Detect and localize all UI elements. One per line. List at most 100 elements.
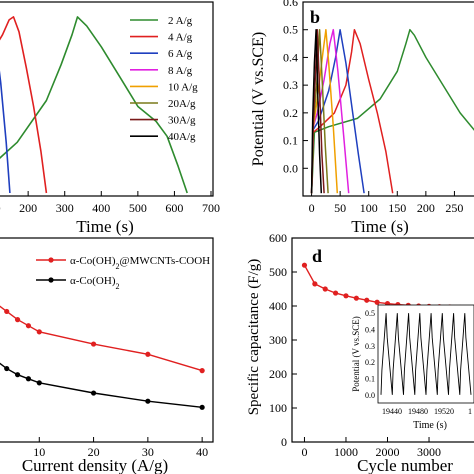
- inset-y-tick-label: 0.1: [365, 375, 375, 384]
- y-tick-label-d: 0: [281, 435, 287, 449]
- panel-d-y-label: Specific capacitance (F/g): [246, 259, 262, 416]
- y-tick-label-b: 0.3: [283, 78, 298, 92]
- series-line-d: [303, 264, 474, 309]
- point-c-0: [199, 368, 205, 374]
- panel-c: 10 20 30 40 α-Co(OH)2@MWCNTs-COOHα-Co(OH)2 …: [0, 237, 214, 474]
- point-d: [374, 299, 380, 305]
- panel-c-frame: [0, 237, 214, 443]
- y-tick-label-d: 300: [269, 333, 287, 347]
- legend-label-a: 8 A/g: [168, 65, 193, 77]
- panel-b-ticks: 0 50 100 150 200 250 0.0 0.1 0.2 0.3 0.4 0.5 0.6: [283, 0, 463, 215]
- panel-c-series: [0, 305, 205, 410]
- legend-label-a: 2 A/g: [168, 15, 193, 27]
- panel-d-series: [301, 262, 474, 311]
- point-c-1: [145, 398, 151, 404]
- inset-y-tick-label: 0.2: [365, 358, 375, 367]
- point-d: [353, 295, 359, 301]
- point-c-0: [25, 323, 32, 329]
- panel-a-series: [0, 16, 188, 194]
- x-tick-label-d: 1000: [334, 445, 358, 459]
- x-tick-label-d: 0: [301, 445, 307, 459]
- x-tick-label-c: 40: [196, 445, 208, 459]
- inset-cycles-line: [380, 313, 472, 395]
- inset-y-tick-label: 0.3: [365, 342, 375, 351]
- y-tick-label-d: 100: [269, 401, 287, 415]
- legend-label-a: 10 A/g: [168, 81, 198, 93]
- point-d: [332, 290, 339, 296]
- point-c-0: [36, 329, 42, 335]
- legend-label-a: 40A/g: [168, 131, 196, 143]
- y-tick-label-b: 0.0: [283, 161, 298, 175]
- panel-c-legend: α-Co(OH)2@MWCNTs-COOH α-Co(OH)2: [36, 255, 210, 291]
- x-tick-label-a: 600: [165, 201, 183, 215]
- panel-a-x-label: Time (s): [76, 217, 133, 236]
- y-tick-label-b: 0.1: [283, 134, 298, 148]
- point-d: [312, 281, 318, 287]
- panel-b-x-label: Time (s): [351, 217, 408, 236]
- series-line-b-2: [310, 28, 365, 194]
- inset-x-tick-label: 19480: [408, 407, 428, 416]
- panel-b: 0 50 100 150 200 250 0.0 0.1 0.2 0.3 0.4 0.5 0.6 b P…: [250, 0, 474, 236]
- legend-marker-c: [48, 277, 54, 283]
- point-d: [343, 293, 349, 299]
- x-tick-label-b: 50: [334, 201, 346, 215]
- inset-x-tick-label: 19440: [382, 407, 402, 416]
- panel-b-y-label: Potential (V vs.SCE): [250, 32, 267, 166]
- panel-c-x-label: Current density (A/g): [22, 456, 168, 474]
- inset-ticks: 0.0 0.1 0.2 0.3 0.4 0.5 19440 19480 19520 1: [365, 309, 472, 416]
- y-tick-label-b: 0.2: [283, 106, 298, 120]
- panel-d-label: d: [312, 246, 322, 266]
- y-tick-label-d: 400: [269, 299, 287, 313]
- y-tick-label-d: 500: [269, 265, 287, 279]
- x-tick-label-b: 150: [388, 201, 406, 215]
- point-c-1: [199, 404, 205, 410]
- x-tick-label-a: 400: [92, 201, 110, 215]
- inset-x-tick-label: 1: [468, 407, 472, 416]
- y-tick-label-b: 0.4: [283, 50, 298, 64]
- series-line-a-0: [0, 16, 188, 194]
- x-tick-label-a: 700: [202, 201, 220, 215]
- series-line-c-1: [0, 362, 203, 408]
- x-tick-label-b: 0: [309, 201, 315, 215]
- x-tick-label-b: 100: [360, 201, 378, 215]
- legend-label-c: α-Co(OH)2: [70, 275, 119, 291]
- x-tick-label-a: 500: [129, 201, 147, 215]
- point-c-1: [25, 376, 32, 382]
- x-tick-label-c: 20: [88, 445, 100, 459]
- x-tick-label-b: 250: [445, 201, 463, 215]
- inset-y-tick-label: 0.5: [365, 309, 375, 318]
- point-c-0: [145, 351, 151, 357]
- x-tick-label-a: 100: [0, 201, 1, 215]
- legend-label-a: 6 A/g: [168, 48, 193, 60]
- legend-label-a: 20A/g: [168, 98, 196, 110]
- inset-y-tick-label: 0.0: [365, 391, 375, 400]
- legend-label-a: 30A/g: [168, 115, 196, 127]
- x-tick-label-a: 200: [19, 201, 37, 215]
- panel-b-label: b: [310, 7, 320, 27]
- panel-a-legend: 2 A/g 4 A/g 6 A/g 8 A/g 10 A/g 20A/g 30A/g 40A/…: [130, 15, 198, 143]
- legend-marker-c: [48, 257, 54, 263]
- y-tick-label-d: 200: [269, 367, 287, 381]
- legend-label-a: 4 A/g: [168, 32, 193, 44]
- point-c-0: [90, 341, 97, 347]
- point-c-1: [4, 365, 10, 372]
- series-line-b-7: [310, 28, 323, 194]
- inset-x-tick-label: 19520: [434, 407, 454, 416]
- inset-series: [380, 313, 472, 395]
- x-tick-label-b: 200: [417, 201, 435, 215]
- panel-b-series: [310, 28, 474, 194]
- y-tick-label-b: 0.5: [283, 23, 298, 37]
- panel-d-inset: 0.0 0.1 0.2 0.3 0.4 0.5 19440 19480 19520 1 Poten…: [351, 304, 474, 431]
- panel-a-x-ticks: 100 200 300 400 500 600 700: [0, 191, 220, 215]
- panel-b-frame: [302, 1, 474, 197]
- inset-y-tick-label: 0.4: [365, 326, 375, 335]
- x-tick-label-d: 2000: [376, 445, 400, 459]
- x-tick-label-c: 30: [142, 445, 154, 459]
- inset-y-label: Potential (V vs.SCE): [351, 316, 361, 392]
- panel-d-ticks: 0 1000 2000 3000 0 100 200 300 400 500 600: [269, 231, 441, 459]
- panel-d: 0 1000 2000 3000 0 100 200 300 400 500 600 d Speci…: [246, 231, 474, 474]
- point-c-0: [4, 308, 10, 315]
- y-tick-label-b: 0.6: [283, 0, 298, 9]
- x-tick-label-d: 3000: [417, 445, 441, 459]
